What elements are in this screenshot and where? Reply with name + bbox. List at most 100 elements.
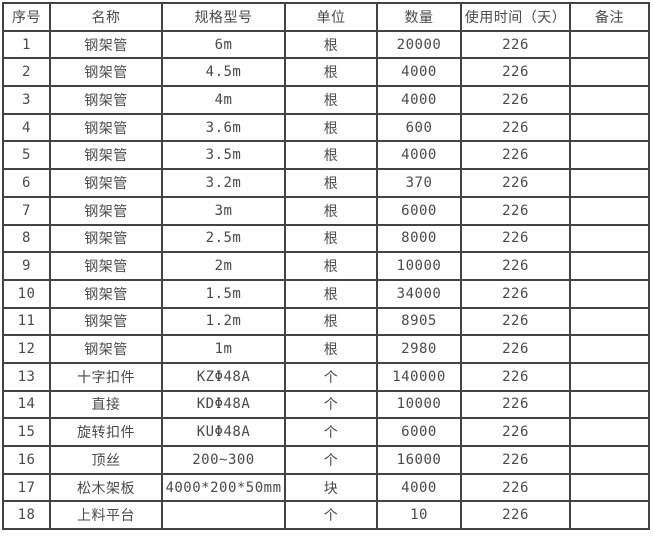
- col-header-name: 名称: [49, 2, 163, 32]
- cell-unit: 个: [284, 445, 378, 475]
- cell-days: 226: [460, 195, 571, 226]
- cell-name: 钢架管: [49, 278, 163, 309]
- cell-spec: 2m: [161, 251, 286, 281]
- cell-remark: [569, 251, 650, 281]
- table-row: 15 旋转扣件 KUΦ48A 个 6000 226: [2, 417, 650, 447]
- cell-no: 3: [2, 85, 51, 115]
- table-row: 17 松木架板 4000*200*50mm 块 4000 226: [2, 472, 650, 503]
- cell-spec: 4.5m: [161, 57, 286, 88]
- cell-unit: 个: [284, 417, 378, 447]
- cell-remark: [569, 417, 650, 447]
- cell-days: 226: [460, 389, 571, 420]
- cell-name: 钢架管: [49, 168, 163, 198]
- table-row: 5 钢架管 3.5m 根 4000 226: [2, 140, 650, 171]
- table-row: 2 钢架管 4.5m 根 4000 226: [2, 57, 650, 88]
- table-row: 11 钢架管 1.2m 根 8905 226: [2, 306, 650, 337]
- cell-remark: [569, 472, 650, 503]
- cell-remark: [569, 57, 650, 88]
- cell-unit: 根: [284, 140, 378, 171]
- table-row: 6 钢架管 3.2m 根 370 226: [2, 168, 650, 198]
- cell-spec: 4000*200*50mm: [161, 472, 286, 503]
- cell-qty: 10000: [376, 251, 462, 281]
- cell-no: 17: [2, 472, 51, 503]
- cell-no: 18: [2, 500, 51, 531]
- cell-days: 226: [460, 417, 571, 447]
- cell-qty: 16000: [376, 445, 462, 475]
- cell-unit: 个: [284, 389, 378, 420]
- cell-unit: 个: [284, 500, 378, 531]
- cell-remark: [569, 168, 650, 198]
- table-head: 序号 名称 规格型号 单位 数量 使用时间（天） 备注: [2, 2, 650, 32]
- header-row: 序号 名称 规格型号 单位 数量 使用时间（天） 备注: [2, 2, 650, 32]
- cell-qty: 4000: [376, 140, 462, 171]
- cell-qty: 8905: [376, 306, 462, 337]
- cell-spec: 3m: [161, 195, 286, 226]
- table-row: 13 十字扣件 KZΦ48A 个 140000 226: [2, 361, 650, 392]
- cell-unit: 根: [284, 306, 378, 337]
- cell-spec: 200~300: [161, 445, 286, 475]
- cell-qty: 4000: [376, 85, 462, 115]
- cell-qty: 6000: [376, 195, 462, 226]
- cell-days: 226: [460, 223, 571, 254]
- table-row: 9 钢架管 2m 根 10000 226: [2, 251, 650, 281]
- cell-remark: [569, 306, 650, 337]
- cell-spec: 3.6m: [161, 112, 286, 143]
- cell-qty: 370: [376, 168, 462, 198]
- cell-no: 5: [2, 140, 51, 171]
- cell-days: 226: [460, 334, 571, 364]
- cell-remark: [569, 500, 650, 531]
- cell-no: 9: [2, 251, 51, 281]
- cell-qty: 140000: [376, 361, 462, 392]
- cell-qty: 600: [376, 112, 462, 143]
- table-row: 3 钢架管 4m 根 4000 226: [2, 85, 650, 115]
- cell-days: 226: [460, 251, 571, 281]
- cell-spec: 6m: [161, 29, 286, 60]
- cell-remark: [569, 389, 650, 420]
- cell-days: 226: [460, 500, 571, 531]
- cell-spec: 4m: [161, 85, 286, 115]
- table-row: 12 钢架管 1m 根 2980 226: [2, 334, 650, 364]
- table-row: 4 钢架管 3.6m 根 600 226: [2, 112, 650, 143]
- cell-no: 12: [2, 334, 51, 364]
- cell-remark: [569, 278, 650, 309]
- cell-remark: [569, 112, 650, 143]
- cell-qty: 10000: [376, 389, 462, 420]
- cell-days: 226: [460, 361, 571, 392]
- cell-remark: [569, 85, 650, 115]
- table-row: 7 钢架管 3m 根 6000 226: [2, 195, 650, 226]
- cell-remark: [569, 140, 650, 171]
- cell-name: 钢架管: [49, 306, 163, 337]
- cell-name: 上料平台: [49, 500, 163, 531]
- cell-unit: 根: [284, 29, 378, 60]
- cell-spec: KUΦ48A: [161, 417, 286, 447]
- cell-unit: 根: [284, 195, 378, 226]
- materials-table: 序号 名称 规格型号 单位 数量 使用时间（天） 备注 1 钢架管 6m 根 20000…: [2, 2, 650, 531]
- col-header-unit: 单位: [284, 2, 378, 32]
- cell-qty: 10: [376, 500, 462, 531]
- cell-days: 226: [460, 168, 571, 198]
- cell-no: 4: [2, 112, 51, 143]
- cell-remark: [569, 195, 650, 226]
- col-header-remark: 备注: [569, 2, 650, 32]
- cell-no: 1: [2, 29, 51, 60]
- cell-unit: 根: [284, 334, 378, 364]
- cell-name: 旋转扣件: [49, 417, 163, 447]
- table-row: 14 直接 KDΦ48A 个 10000 226: [2, 389, 650, 420]
- col-header-days: 使用时间（天）: [460, 2, 571, 32]
- table-row: 10 钢架管 1.5m 根 34000 226: [2, 278, 650, 309]
- cell-name: 钢架管: [49, 140, 163, 171]
- table-row: 16 顶丝 200~300 个 16000 226: [2, 445, 650, 475]
- cell-name: 顶丝: [49, 445, 163, 475]
- table-row: 18 上料平台 个 10 226: [2, 500, 650, 531]
- col-header-spec: 规格型号: [161, 2, 286, 32]
- col-header-no: 序号: [2, 2, 51, 32]
- cell-remark: [569, 223, 650, 254]
- cell-qty: 4000: [376, 472, 462, 503]
- cell-no: 8: [2, 223, 51, 254]
- cell-name: 钢架管: [49, 57, 163, 88]
- cell-days: 226: [460, 445, 571, 475]
- cell-qty: 2980: [376, 334, 462, 364]
- table-row: 8 钢架管 2.5m 根 8000 226: [2, 223, 650, 254]
- cell-qty: 34000: [376, 278, 462, 309]
- cell-spec: KZΦ48A: [161, 361, 286, 392]
